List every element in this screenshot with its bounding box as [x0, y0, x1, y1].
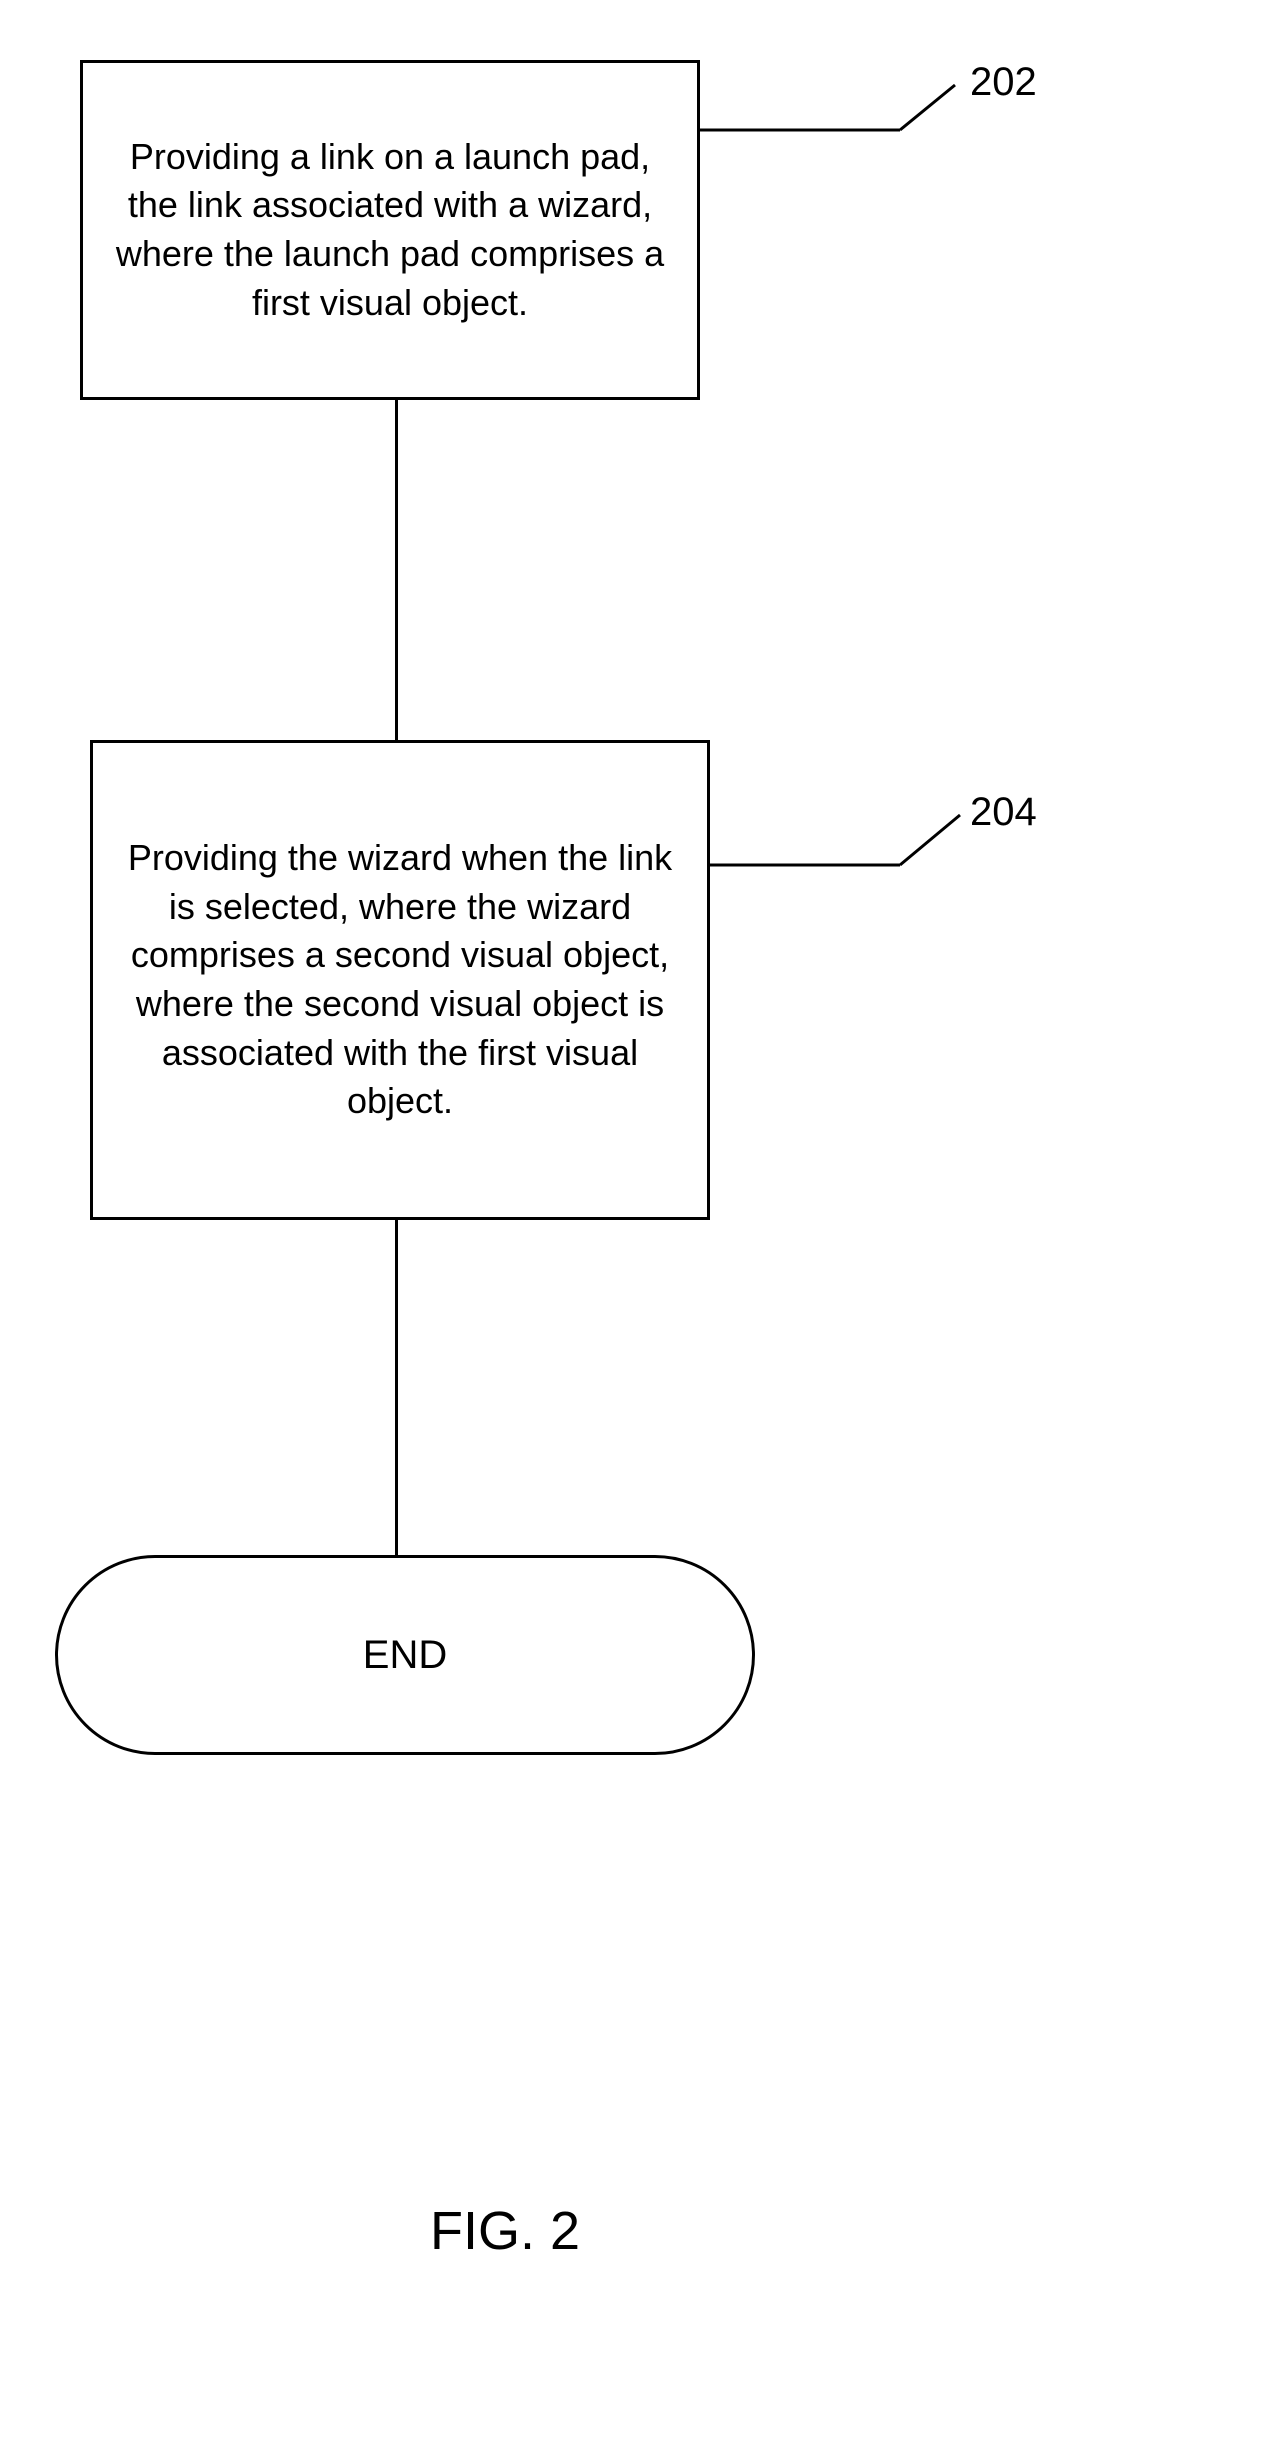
- terminator-end: END: [55, 1555, 755, 1755]
- flowchart-container: Providing a link on a launch pad, the li…: [0, 0, 1268, 2440]
- process-box-1-text: Providing a link on a launch pad, the li…: [108, 133, 672, 327]
- terminator-end-text: END: [363, 1633, 447, 1678]
- reference-label-204: 204: [970, 790, 1037, 835]
- process-box-2: Providing the wizard when the link is se…: [90, 740, 710, 1220]
- leader-line-1: [700, 60, 960, 150]
- figure-caption: FIG. 2: [430, 2200, 580, 2262]
- process-box-1: Providing a link on a launch pad, the li…: [80, 60, 700, 400]
- reference-label-202: 202: [970, 60, 1037, 105]
- connector-line-2: [395, 1220, 398, 1555]
- leader-line-2: [710, 790, 970, 880]
- connector-line-1: [395, 400, 398, 740]
- process-box-2-text: Providing the wizard when the link is se…: [118, 834, 682, 1126]
